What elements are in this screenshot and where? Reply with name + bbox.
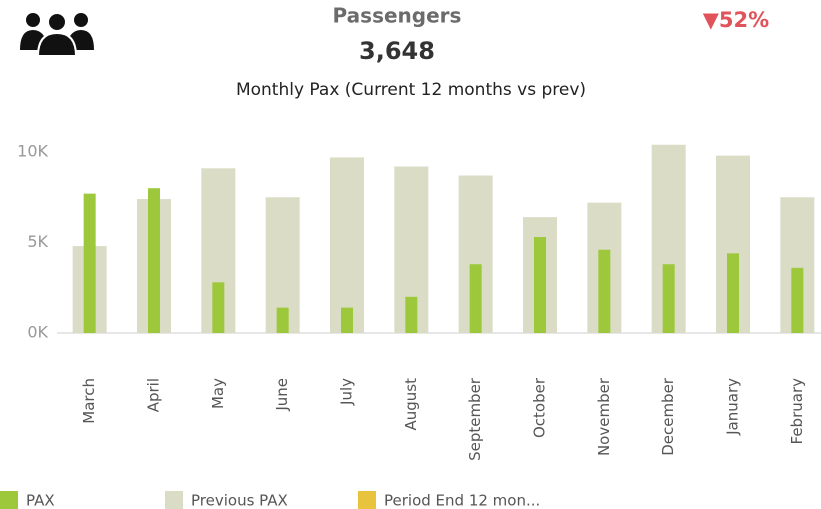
bar xyxy=(469,264,482,333)
people-icon xyxy=(20,12,94,57)
x-tick-label: April xyxy=(145,378,163,412)
bar xyxy=(276,307,289,333)
kpi-change: ▼52% xyxy=(703,8,769,32)
bar xyxy=(212,282,225,333)
x-tick-label: August xyxy=(402,378,420,431)
legend-swatch xyxy=(165,491,183,509)
bar xyxy=(534,237,546,333)
x-tick-label: December xyxy=(659,377,677,456)
x-tick-label: February xyxy=(788,378,806,445)
legend-label: PAX xyxy=(26,492,55,509)
kpi-value: 3,648 xyxy=(359,37,435,65)
legend-swatch xyxy=(0,491,18,509)
bar xyxy=(598,249,611,333)
y-tick-label: 5K xyxy=(27,232,48,251)
legend-label: Previous PAX xyxy=(191,492,288,509)
y-tick-label: 10K xyxy=(17,142,48,161)
x-tick-label: November xyxy=(595,377,613,456)
bar xyxy=(148,188,160,333)
bar xyxy=(83,193,96,333)
x-tick-label: May xyxy=(209,378,227,409)
bar xyxy=(341,307,353,333)
x-tick-label: March xyxy=(80,378,98,424)
legend-swatch xyxy=(358,491,376,509)
bar xyxy=(791,267,804,333)
x-tick-label: July xyxy=(338,378,356,406)
kpi-label: Passengers xyxy=(333,4,462,28)
y-tick-label: 0K xyxy=(27,323,48,342)
chart-title: Monthly Pax (Current 12 months vs prev) xyxy=(236,80,586,100)
bar xyxy=(727,253,739,333)
bar xyxy=(330,157,364,333)
x-tick-label: October xyxy=(531,377,549,438)
bar xyxy=(662,264,675,333)
x-tick-label: September xyxy=(466,377,484,461)
bar xyxy=(405,296,418,333)
legend-label: Period End 12 mon... xyxy=(384,492,540,509)
x-tick-label: January xyxy=(724,378,742,436)
x-tick-label: June xyxy=(273,378,291,412)
